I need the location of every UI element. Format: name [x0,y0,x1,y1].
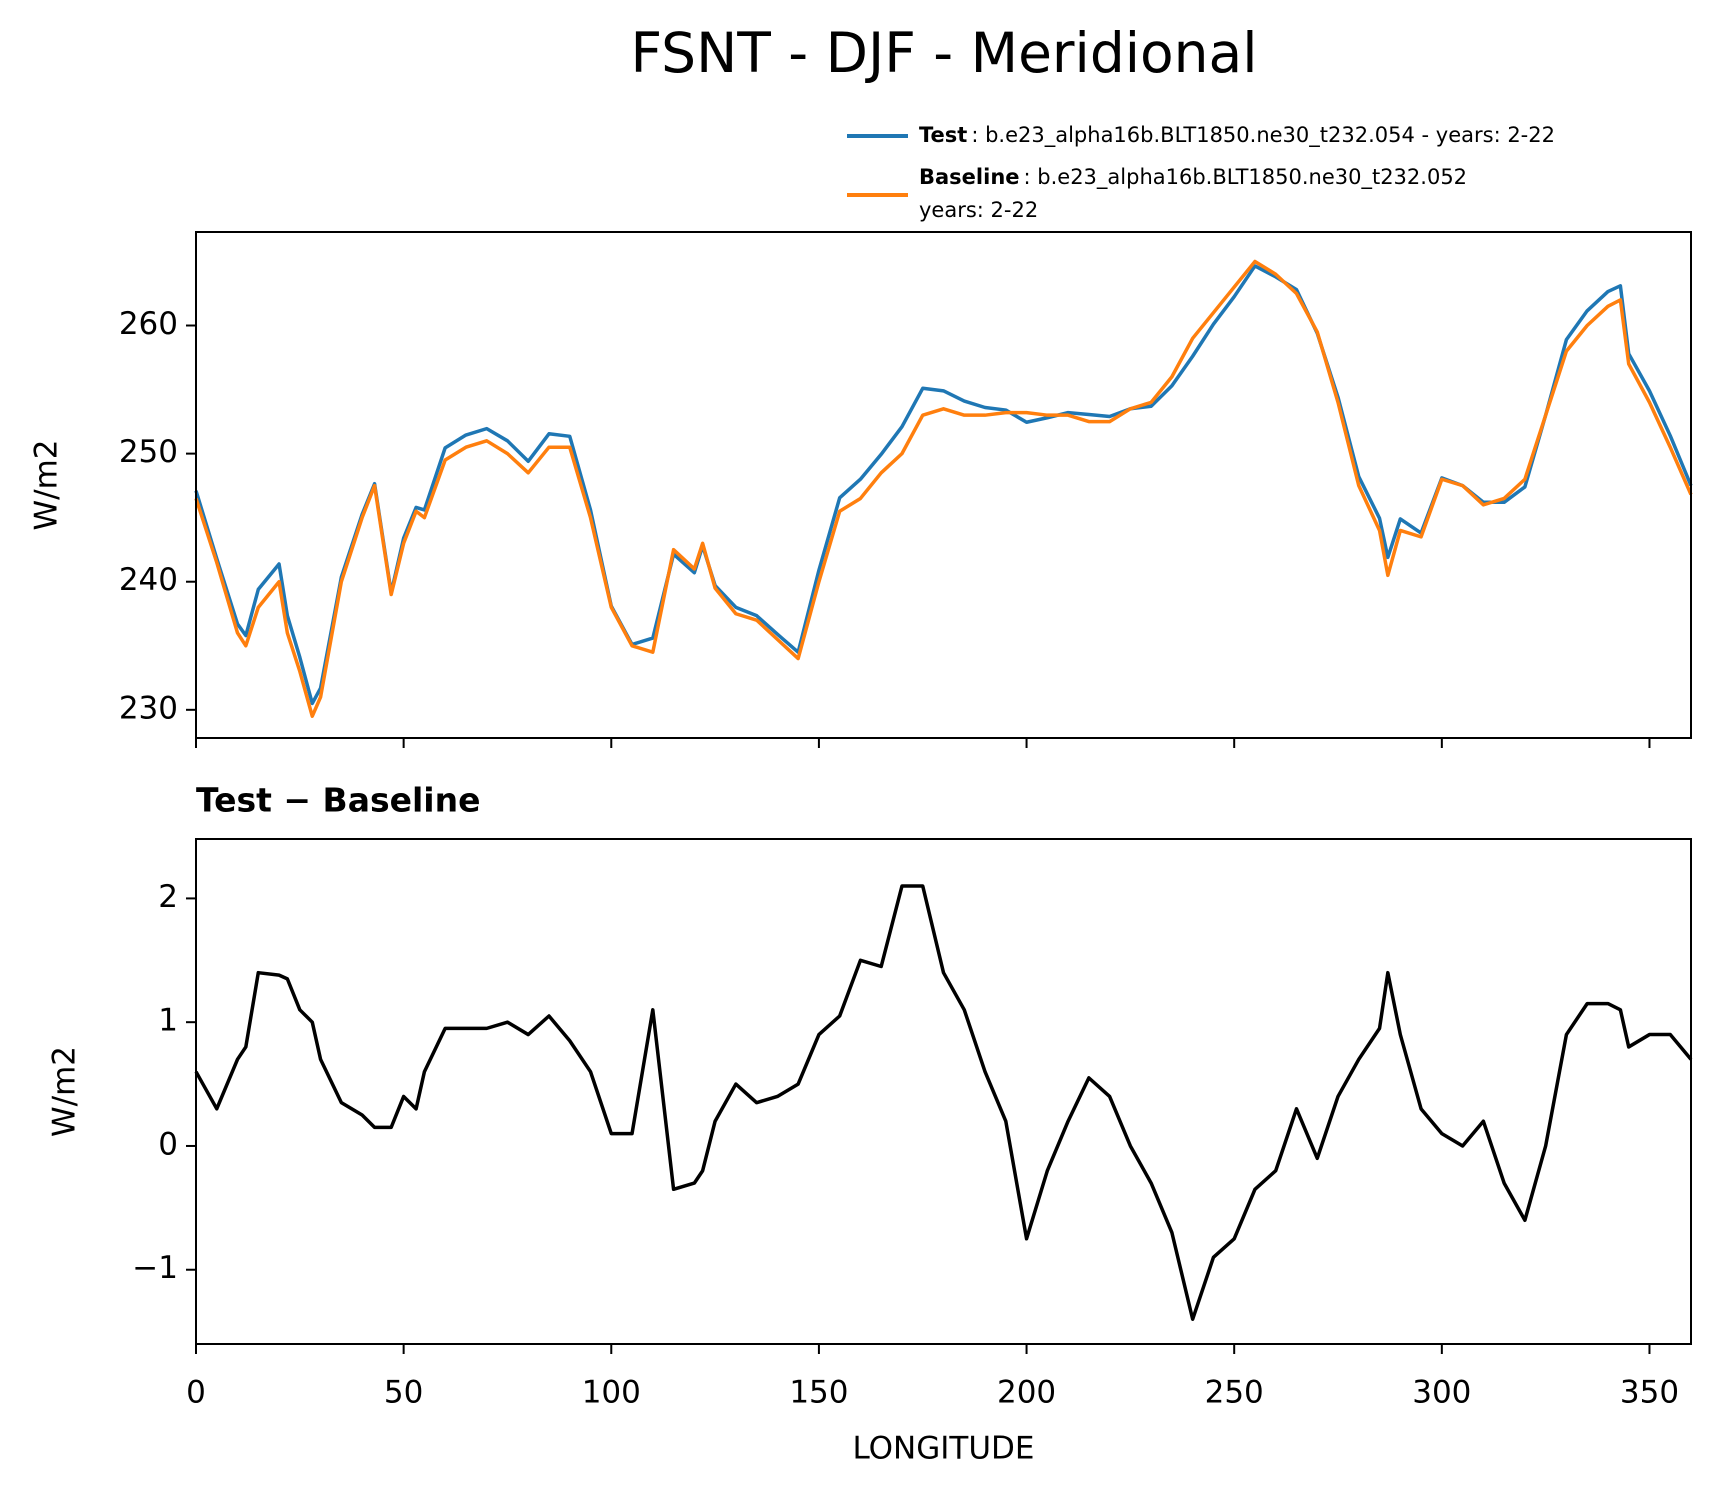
x-tick-label: 150 [789,1375,848,1411]
legend-text: years: 2-22 [919,198,1038,222]
y-tick-label: 2 [158,879,178,915]
subplot-title: Test − Baseline [196,781,481,820]
y-tick-label: 240 [119,562,178,598]
legend-text: : b.e23_alpha16b.BLT1850.ne30_t232.052 [1024,165,1468,190]
y-tick-label: 1 [158,1003,178,1039]
y-tick-label: 0 [158,1126,178,1162]
y-axis-label: W/m2 [47,1046,83,1137]
legend-label: Baseline [919,165,1020,189]
x-tick-label: 200 [997,1375,1056,1411]
plot-frame [195,838,1692,1345]
data-line [194,259,1693,718]
figure-title: FSNT - DJF - Meridional [630,21,1257,85]
y-tick-label: 260 [119,306,178,342]
x-tick-label: 350 [1620,1375,1679,1411]
x-tick-label: 100 [582,1375,641,1411]
y-tick-label: 230 [119,690,178,726]
y-axis-label: W/m2 [29,439,65,530]
legend-text: : b.e23_alpha16b.BLT1850.ne30_t232.054 -… [971,123,1555,148]
legend-label: Test [919,123,967,147]
x-axis-label: LONGITUDE [852,1431,1034,1467]
data-line [194,264,1693,706]
y-tick-label: 250 [119,434,178,470]
plot-frame [195,231,1692,739]
x-tick-label: 0 [186,1375,206,1411]
data-line [194,884,1693,1321]
x-tick-label: 250 [1205,1375,1264,1411]
y-tick-label: −1 [132,1250,178,1286]
x-tick-label: 300 [1412,1375,1471,1411]
x-tick-label: 50 [384,1375,423,1411]
